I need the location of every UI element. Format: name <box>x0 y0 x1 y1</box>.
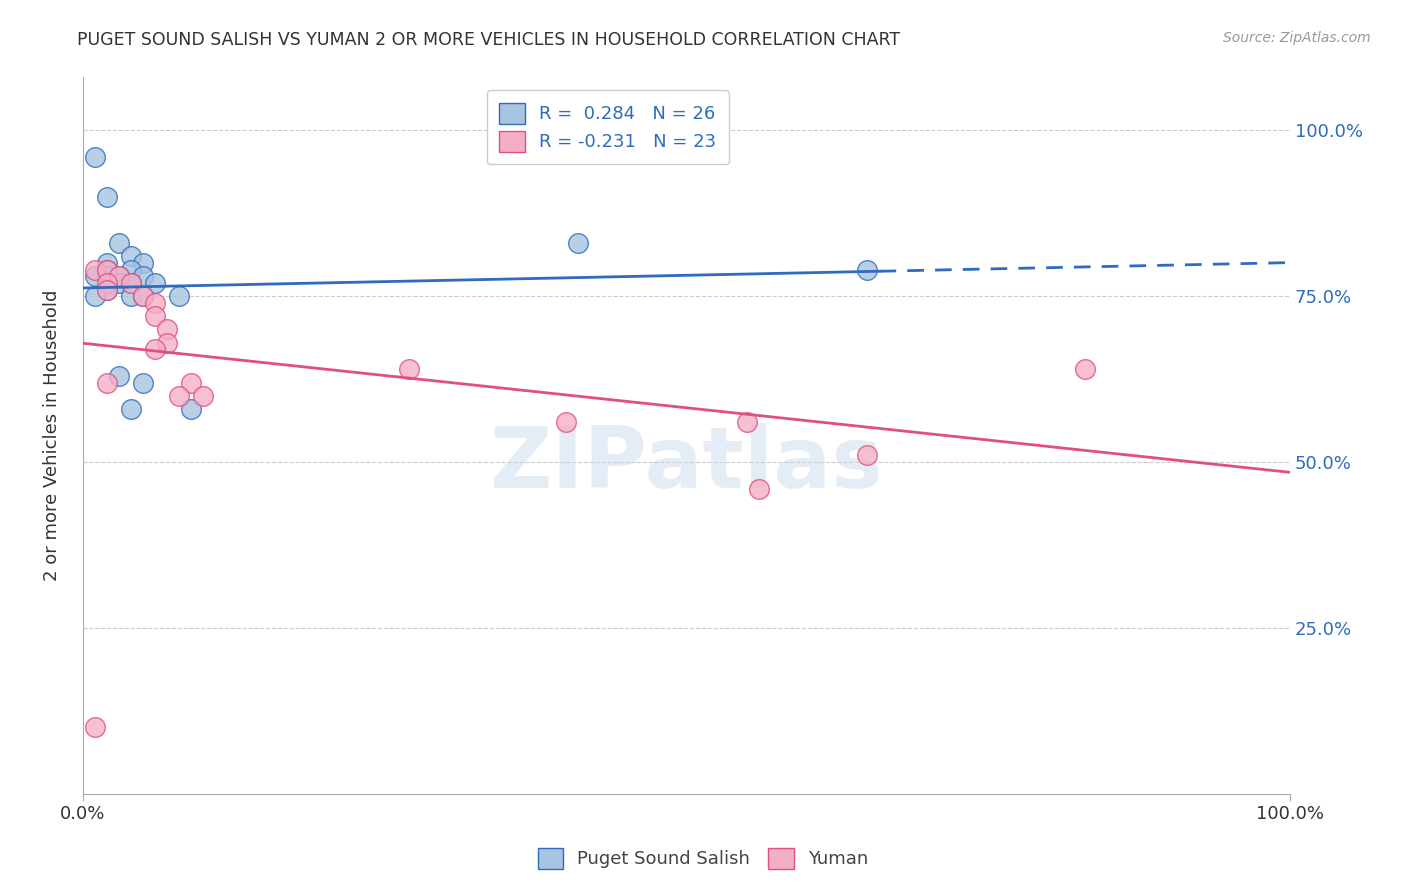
Point <box>143 296 166 310</box>
Point <box>108 236 131 251</box>
Point <box>96 376 118 390</box>
Point <box>96 262 118 277</box>
Point <box>83 262 105 277</box>
Legend: R =  0.284   N = 26, R = -0.231   N = 23: R = 0.284 N = 26, R = -0.231 N = 23 <box>486 90 728 164</box>
Point <box>96 276 118 290</box>
Point <box>132 256 155 270</box>
Point <box>120 276 142 290</box>
Point <box>567 236 589 251</box>
Point <box>132 376 155 390</box>
Point <box>1074 362 1097 376</box>
Point <box>554 415 576 429</box>
Point <box>83 289 105 303</box>
Point <box>143 309 166 323</box>
Point <box>120 276 142 290</box>
Point <box>156 322 179 336</box>
Point <box>180 402 202 417</box>
Point <box>96 262 118 277</box>
Text: ZIPatlas: ZIPatlas <box>489 423 883 506</box>
Point <box>120 250 142 264</box>
Point <box>83 720 105 734</box>
Point <box>167 289 190 303</box>
Text: PUGET SOUND SALISH VS YUMAN 2 OR MORE VEHICLES IN HOUSEHOLD CORRELATION CHART: PUGET SOUND SALISH VS YUMAN 2 OR MORE VE… <box>77 31 900 49</box>
Point <box>108 269 131 284</box>
Text: Source: ZipAtlas.com: Source: ZipAtlas.com <box>1223 31 1371 45</box>
Point <box>96 256 118 270</box>
Point <box>83 150 105 164</box>
Point <box>96 190 118 204</box>
Point <box>735 415 758 429</box>
Point <box>748 482 770 496</box>
Point <box>96 283 118 297</box>
Point <box>96 269 118 284</box>
Y-axis label: 2 or more Vehicles in Household: 2 or more Vehicles in Household <box>44 290 60 582</box>
Point <box>193 389 215 403</box>
Point <box>108 368 131 383</box>
Point <box>398 362 420 376</box>
Point <box>132 289 155 303</box>
Point <box>108 276 131 290</box>
Point <box>120 262 142 277</box>
Point <box>143 276 166 290</box>
Point <box>83 269 105 284</box>
Point <box>132 269 155 284</box>
Point <box>96 283 118 297</box>
Point <box>856 449 879 463</box>
Point <box>120 289 142 303</box>
Point <box>856 262 879 277</box>
Point <box>120 402 142 417</box>
Point <box>108 269 131 284</box>
Point <box>143 343 166 357</box>
Point <box>156 335 179 350</box>
Point <box>167 389 190 403</box>
Legend: Puget Sound Salish, Yuman: Puget Sound Salish, Yuman <box>530 840 876 876</box>
Point <box>180 376 202 390</box>
Point <box>132 289 155 303</box>
